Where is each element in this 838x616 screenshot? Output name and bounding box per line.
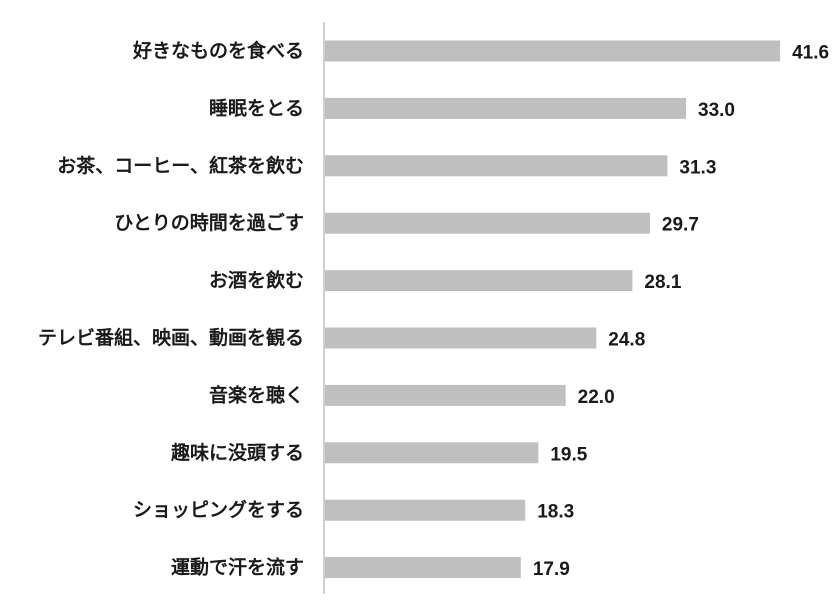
- value-labels-group: 41.6 33.0 31.3 29.7 28.1 24.8 22.0 19.5 18.3 17.9: [533, 43, 829, 581]
- category-label-4: お酒を飲む: [209, 269, 304, 292]
- category-label-2: お茶、コーヒー、紅茶を飲む: [57, 154, 304, 177]
- bar-8: [325, 499, 526, 521]
- value-label-1: 33.0: [698, 100, 735, 121]
- category-label-6: 音楽を聴く: [209, 383, 304, 406]
- bars-group: [325, 40, 781, 579]
- category-label-0: 好きなものを食べる: [132, 39, 304, 62]
- value-label-3: 29.7: [662, 215, 699, 236]
- category-label-5: テレビ番組、映画、動画を観る: [38, 326, 304, 349]
- category-label-7: 趣味に没頭する: [170, 441, 304, 464]
- bar-0: [325, 40, 781, 62]
- category-label-3: ひとりの時間を過ごす: [114, 211, 304, 234]
- bar-5: [325, 327, 597, 349]
- bar-9: [325, 557, 521, 579]
- value-label-4: 28.1: [644, 272, 681, 293]
- bar-2: [325, 155, 668, 177]
- value-label-2: 31.3: [679, 157, 716, 178]
- bar-1: [325, 97, 687, 119]
- bar-4: [325, 270, 633, 292]
- value-label-9: 17.9: [533, 559, 570, 580]
- category-labels-group: 好きなものを食べる睡眠をとるお茶、コーヒー、紅茶を飲むひとりの時間を過ごすお酒を…: [38, 39, 304, 579]
- value-label-0: 41.6: [792, 43, 829, 64]
- value-label-8: 18.3: [537, 502, 574, 523]
- category-label-1: 睡眠をとる: [209, 97, 304, 119]
- bar-7: [325, 442, 539, 464]
- bar-3: [325, 212, 650, 234]
- value-label-5: 24.8: [608, 330, 645, 351]
- bar-6: [325, 384, 566, 406]
- value-label-7: 19.5: [550, 444, 587, 465]
- category-label-9: 運動で汗を流す: [171, 556, 304, 579]
- value-label-6: 22.0: [578, 387, 615, 408]
- category-label-8: ショッピングをする: [133, 498, 304, 521]
